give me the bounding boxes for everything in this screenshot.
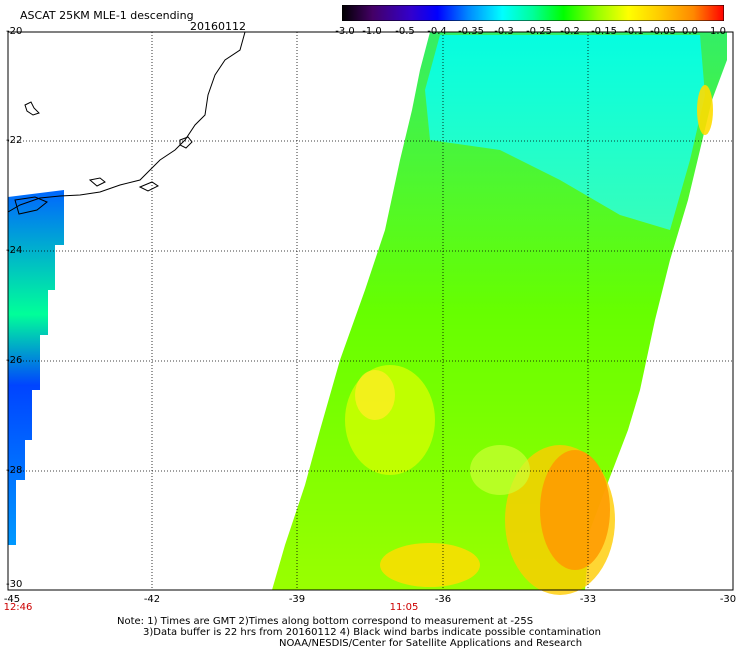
time-label-left: 12:46 — [3, 602, 33, 613]
plot-frame — [7, 31, 734, 591]
colorbar-label: -1.0 — [362, 26, 382, 37]
colorbar-label: -0.5 — [395, 26, 415, 37]
lon-label: -33 — [579, 594, 597, 605]
lon-label: -42 — [143, 594, 161, 605]
footer-note-1: Note: 1) Times are GMT 2)Times along bot… — [117, 616, 534, 627]
colorbar-label: -0.15 — [591, 26, 617, 37]
lat-label: -24 — [6, 245, 23, 256]
plot-date: 20160112 — [190, 20, 246, 33]
colorbar-label: -0.2 — [560, 26, 580, 37]
lon-label: -30 — [719, 594, 737, 605]
lat-label: -30 — [6, 579, 23, 590]
lat-label: -26 — [6, 355, 23, 366]
colorbar-label: -0.3 — [494, 26, 514, 37]
lat-label: -22 — [6, 135, 23, 146]
lon-label: -36 — [434, 594, 452, 605]
lat-label: -20 — [6, 26, 23, 37]
plot-title: ASCAT 25KM MLE-1 descending — [20, 9, 194, 22]
colorbar-label: -3.0 — [335, 26, 355, 37]
grid — [8, 32, 733, 590]
colorbar-label: -0.4 — [427, 26, 447, 37]
colorbar-label: -0.35 — [458, 26, 484, 37]
footer-note-3: NOAA/NESDIS/Center for Satellite Applica… — [279, 638, 583, 649]
data-strip-west — [8, 190, 64, 545]
lon-label: -45 — [3, 594, 21, 605]
lon-label: -39 — [288, 594, 306, 605]
footer-note-2: 3)Data buffer is 22 hrs from 20160112 4)… — [143, 627, 601, 638]
coastline — [7, 31, 246, 215]
lat-label: -28 — [6, 465, 23, 476]
time-label-middle: 11:05 — [389, 602, 419, 613]
colorbar-label: -0.05 — [650, 26, 676, 37]
colorbar-label: -0.1 — [624, 26, 644, 37]
colorbar-label: 1.0 — [710, 26, 726, 37]
colorbar-label: -0.25 — [526, 26, 552, 37]
colorbar — [342, 5, 724, 21]
data-swath-east — [272, 32, 727, 595]
colorbar-label: 0.0 — [682, 26, 698, 37]
